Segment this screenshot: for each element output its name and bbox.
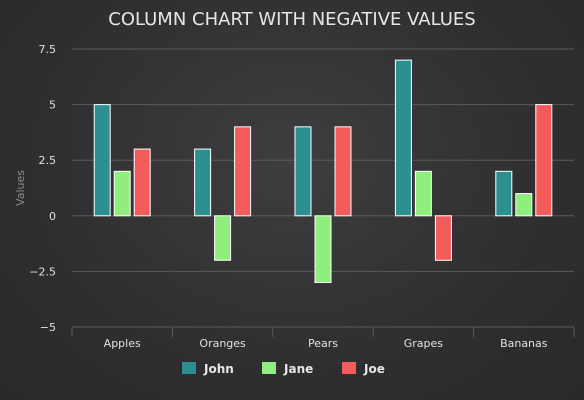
x-tick-label: Apples [104,337,141,350]
bar-jane-pears[interactable] [314,215,332,284]
chart-title: COLUMN CHART WITH NEGATIVE VALUES [108,9,475,30]
bar-jane-oranges[interactable] [214,215,232,261]
legend-swatch-jane[interactable] [262,362,276,374]
x-tick-label: Grapes [404,337,444,350]
legend-swatch-joe[interactable] [342,362,356,374]
legend-label-joe[interactable]: Joe [363,362,385,376]
x-tick-label: Pears [308,337,338,350]
x-tick-label: Oranges [199,337,246,350]
bar-jane-apples[interactable] [113,170,131,217]
y-tick-label: 0 [49,210,56,223]
bar-john-apples[interactable] [93,104,111,217]
legend[interactable]: John Jane Joe [182,362,385,376]
y-tick-label: 7.5 [39,43,57,56]
y-tick-label: −2.5 [29,265,56,278]
y-tick-label: −5 [40,321,56,334]
legend-label-jane[interactable]: Jane [283,362,313,376]
y-tick-label: 5 [49,99,56,112]
bar-joe-apples[interactable] [133,148,151,217]
x-tick-label: Bananas [500,337,548,350]
legend-label-john[interactable]: John [203,362,234,376]
bars [93,59,553,284]
bar-jane-bananas[interactable] [515,193,533,217]
bar-joe-grapes[interactable] [434,215,452,261]
bar-joe-bananas[interactable] [535,104,553,217]
bar-john-pears[interactable] [294,126,312,217]
bar-joe-oranges[interactable] [234,126,252,217]
y-tick-label: 2.5 [39,154,57,167]
bar-john-oranges[interactable] [194,148,212,217]
x-axis: Apples Oranges Pears Grapes Bananas [71,327,575,350]
legend-swatch-john[interactable] [182,362,196,374]
bar-john-bananas[interactable] [495,170,513,217]
bar-joe-pears[interactable] [334,126,352,217]
bar-john-grapes[interactable] [394,59,412,217]
y-axis-label: Values [14,170,27,206]
bar-jane-grapes[interactable] [414,170,432,217]
